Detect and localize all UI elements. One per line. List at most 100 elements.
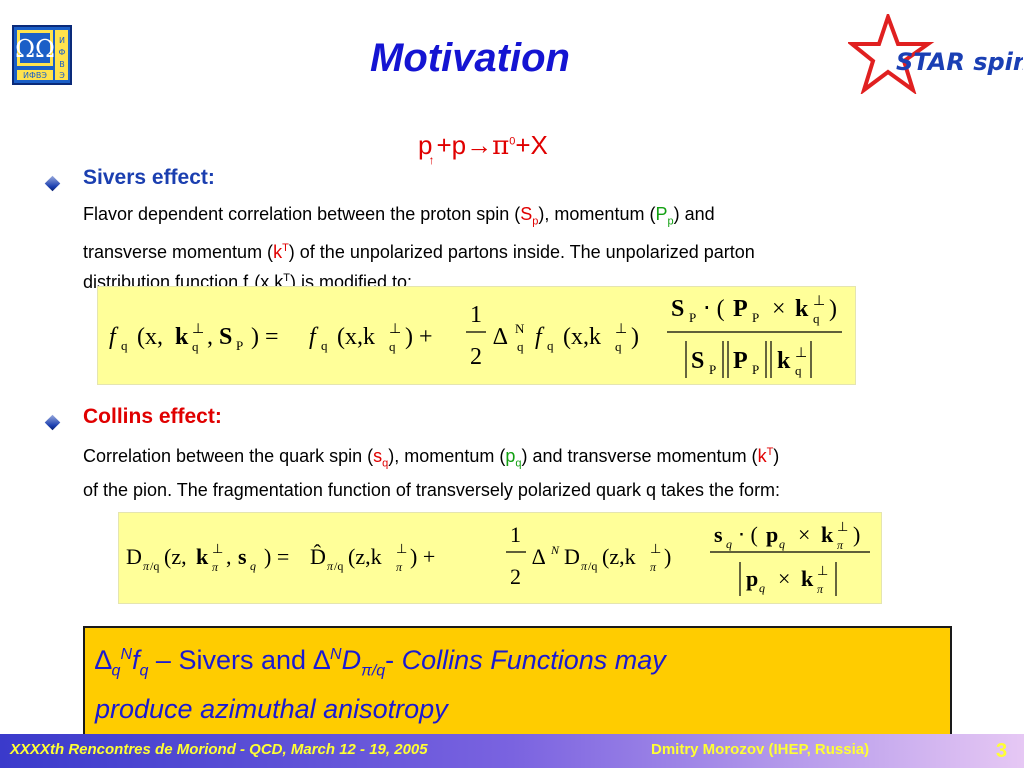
svg-text:D: D <box>126 544 142 569</box>
diamond-bullet-icon <box>44 414 61 431</box>
diamond-bullet-icon <box>44 175 61 192</box>
svg-text:P: P <box>752 362 759 377</box>
svg-text:): ) <box>829 296 837 322</box>
svg-text:∆: ∆ <box>532 544 545 569</box>
svg-text:(x,: (x, <box>137 324 163 350</box>
svg-text:1: 1 <box>510 522 521 547</box>
svg-text:⊥: ⊥ <box>615 322 627 337</box>
svg-text:N: N <box>550 543 560 557</box>
svg-text:P: P <box>236 338 243 353</box>
svg-text:k: k <box>777 348 791 374</box>
svg-text:(x,k: (x,k <box>563 324 601 350</box>
svg-text:q: q <box>192 339 199 354</box>
svg-text:p: p <box>766 522 778 547</box>
svg-text:q: q <box>121 338 128 353</box>
svg-text:π: π <box>837 538 844 552</box>
sivers-description: Flavor dependent correlation between the… <box>83 204 755 295</box>
svg-text:): ) <box>664 544 671 569</box>
svg-text:q: q <box>813 311 820 326</box>
svg-text:π: π <box>143 559 150 573</box>
svg-text:(x,k: (x,k <box>337 324 375 350</box>
svg-text:/q: /q <box>150 559 159 573</box>
collins-formula: D π/q (z, k ⊥ π , s q ) = D̂ π/q (z,k ⊥ … <box>126 519 870 596</box>
svg-text:) +: ) + <box>410 544 435 569</box>
svg-text:): ) <box>853 522 860 547</box>
sivers-formula-box <box>97 286 856 385</box>
svg-text:P: P <box>733 296 748 322</box>
svg-text:⊥: ⊥ <box>837 519 848 534</box>
svg-text:q: q <box>795 363 802 378</box>
svg-text:D̂: D̂ <box>310 544 326 569</box>
svg-text:⊥: ⊥ <box>650 541 661 556</box>
collins-heading: Collins effect: <box>83 405 222 428</box>
svg-text:⋅ (: ⋅ ( <box>738 522 758 547</box>
collins-description-line2: of the pion. The fragmentation function … <box>83 480 781 500</box>
svg-text:P: P <box>733 348 748 374</box>
svg-text:): ) <box>631 324 639 350</box>
svg-text:1: 1 <box>470 302 482 328</box>
svg-text:s: s <box>714 522 723 547</box>
svg-text:,: , <box>226 544 232 569</box>
svg-text:ИФВЭ: ИФВЭ <box>23 71 47 80</box>
svg-text:(z,k: (z,k <box>348 544 382 569</box>
svg-text:(z,k: (z,k <box>602 544 636 569</box>
footer-bar <box>0 734 1024 768</box>
svg-text:Ф: Ф <box>59 48 66 57</box>
svg-text:k: k <box>196 544 209 569</box>
conclusion-callout: ∆qNfq – Sivers and ∆NDπ/q- Collins Funct… <box>83 626 952 744</box>
svg-text:π: π <box>327 559 334 573</box>
svg-text:k: k <box>795 296 809 322</box>
svg-text:⊥: ⊥ <box>396 541 407 556</box>
svg-text:q: q <box>321 338 328 353</box>
svg-text:STAR spin: STAR spin <box>896 48 1023 76</box>
svg-text:S: S <box>219 324 232 350</box>
svg-text:s: s <box>238 544 247 569</box>
svg-text:⊥: ⊥ <box>817 563 828 578</box>
svg-text:S: S <box>691 348 704 374</box>
svg-text:f: f <box>109 324 119 350</box>
svg-text:π: π <box>396 560 403 574</box>
svg-text:π: π <box>817 582 824 596</box>
svg-text:D: D <box>564 544 580 569</box>
svg-text:) =: ) = <box>251 324 279 350</box>
svg-text:В: В <box>59 60 65 69</box>
svg-text:q: q <box>759 581 765 595</box>
svg-text:⋅ (: ⋅ ( <box>703 296 725 322</box>
svg-text:) =: ) = <box>264 544 289 569</box>
svg-text:ΩΩ: ΩΩ <box>15 35 55 63</box>
page-number: 3 <box>996 740 1008 762</box>
svg-text:(z,: (z, <box>164 544 187 569</box>
svg-text:q: q <box>779 537 785 551</box>
svg-text:k: k <box>175 324 189 350</box>
svg-text:/q: /q <box>334 559 343 573</box>
svg-text:×: × <box>772 296 786 322</box>
svg-text:И: И <box>59 36 65 45</box>
svg-text:q: q <box>389 339 396 354</box>
svg-text:f: f <box>309 324 319 350</box>
svg-text:P: P <box>689 310 696 325</box>
svg-text:/q: /q <box>588 559 597 573</box>
svg-text:,: , <box>207 324 213 350</box>
sivers-formula: f q (x, k ⊥ q , S P ) = f q (x,k ⊥ q ) +… <box>109 294 842 378</box>
svg-text:N: N <box>515 321 525 336</box>
footer-conference: XXXXth Rencontres de Moriond - QCD, Marc… <box>10 741 428 758</box>
svg-text:p: p <box>746 566 758 591</box>
svg-text:⊥: ⊥ <box>795 346 807 361</box>
svg-text:⊥: ⊥ <box>813 294 825 309</box>
page-title: Motivation <box>370 36 570 80</box>
svg-text:f: f <box>535 324 545 350</box>
svg-text:⊥: ⊥ <box>389 322 401 337</box>
collins-description-line1: Correlation between the quark spin (sq),… <box>83 446 780 470</box>
svg-text:k: k <box>821 522 834 547</box>
svg-text:S: S <box>671 296 684 322</box>
svg-text:q: q <box>615 339 622 354</box>
svg-text:2: 2 <box>470 344 482 370</box>
collins-formula-box <box>118 512 882 604</box>
svg-text:π: π <box>650 560 657 574</box>
svg-text:2: 2 <box>510 564 521 589</box>
svg-text:Э: Э <box>59 71 65 80</box>
svg-text:∆: ∆ <box>493 324 508 350</box>
footer-author: Dmitry Morozov (IHEP, Russia) <box>651 741 870 758</box>
svg-text:) +: ) + <box>405 324 433 350</box>
svg-text:π: π <box>212 560 219 574</box>
